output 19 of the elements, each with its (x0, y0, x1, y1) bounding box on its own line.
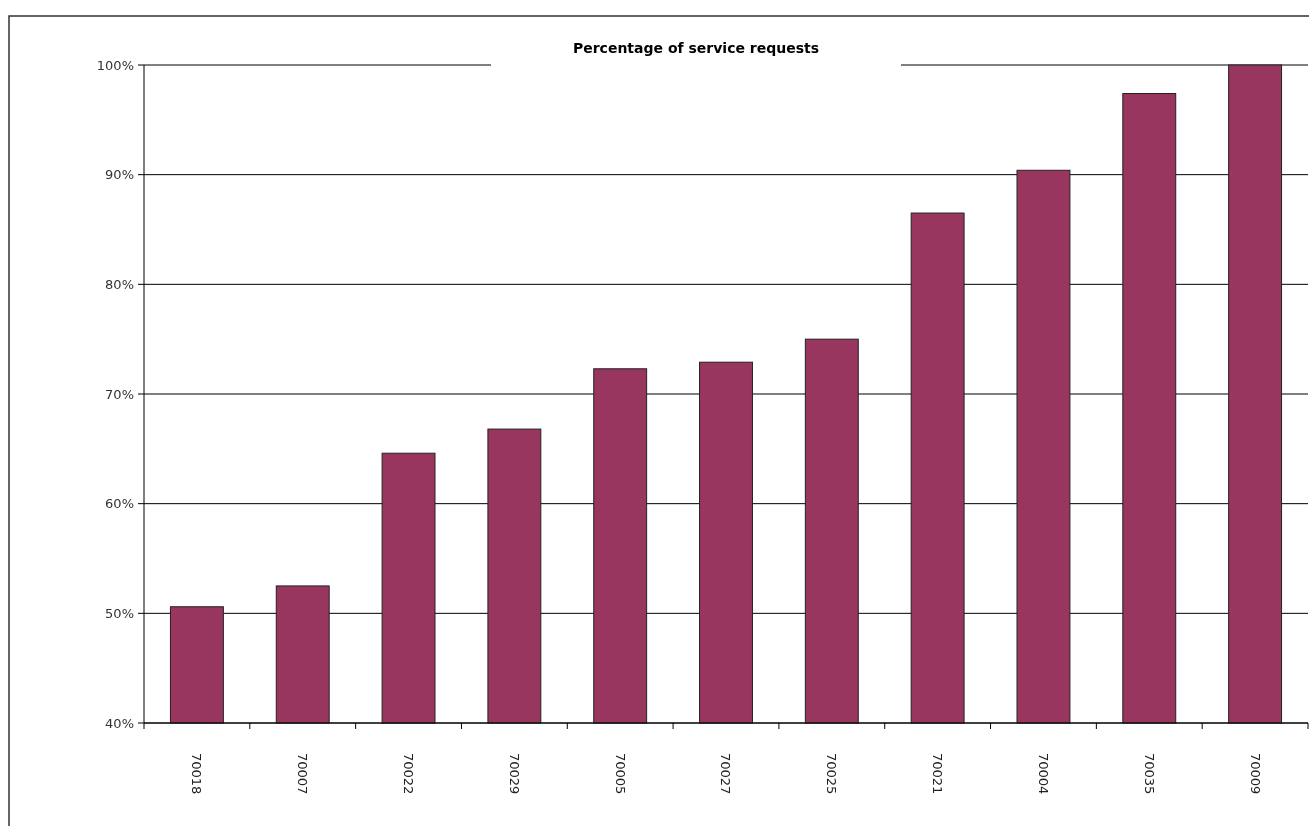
x-tick-label: 70021 (930, 753, 946, 795)
chart-title: Percentage of service requests (572, 40, 820, 56)
x-tick-label: 70035 (1141, 753, 1157, 795)
x-tick-label: 70022 (401, 753, 416, 795)
x-tick-label: 70009 (1247, 753, 1263, 795)
y-tick-label: 80% (105, 276, 134, 292)
y-tick-label: 60% (105, 496, 134, 512)
x-tick-label: 70027 (718, 753, 734, 795)
y-tick-label: 40% (105, 715, 134, 731)
x-tick-label: 70004 (1035, 753, 1051, 795)
x-tick-label: 70007 (295, 753, 311, 795)
y-tick-label: 90% (105, 167, 134, 183)
y-tick-label: 100% (96, 57, 134, 73)
y-tick-label: 70% (105, 386, 134, 402)
x-tick-label: 70005 (612, 753, 628, 795)
x-tick-label: 70025 (824, 753, 840, 795)
x-tick-label: 70018 (189, 753, 205, 795)
x-tick-label: 70029 (506, 753, 522, 795)
y-tick-label: 50% (105, 605, 134, 621)
